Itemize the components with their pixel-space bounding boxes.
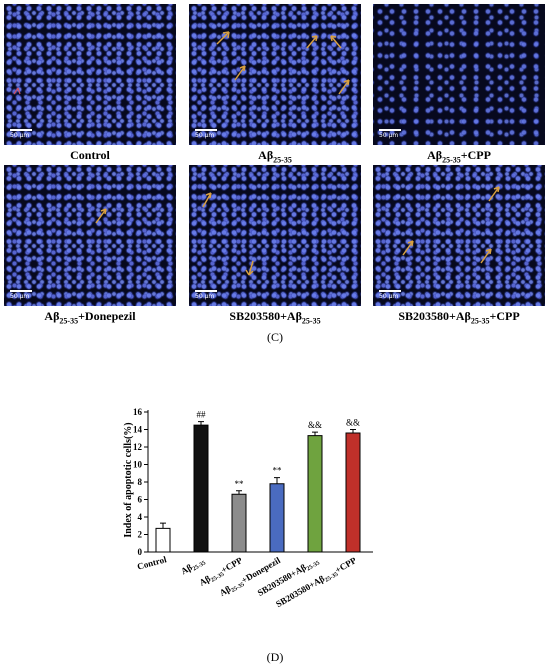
scale-bar: 50 μm xyxy=(379,290,401,300)
y-tick-label: 6 xyxy=(138,495,143,505)
y-axis-label: Index of apoptotic cells(%) xyxy=(123,422,134,537)
y-tick-label: 10 xyxy=(133,460,143,470)
y-tick-label: 0 xyxy=(138,547,143,557)
micrograph-abeta: 50 μm xyxy=(189,4,361,145)
bar xyxy=(231,493,247,553)
caption-d: (D) xyxy=(266,650,284,664)
arrow-markers xyxy=(216,31,350,95)
label-abeta-cpp: Aβ25-35+CPP xyxy=(427,148,491,165)
label-abeta: Aβ25-35 xyxy=(258,148,292,165)
scale-bar: 50 μm xyxy=(195,290,217,300)
arrow-markers xyxy=(95,208,107,224)
micrograph-control: 50 μm xyxy=(4,4,176,145)
significance-label: && xyxy=(346,418,360,428)
y-tick-label: 12 xyxy=(133,442,143,452)
bar xyxy=(193,424,209,553)
label-abeta-donepezil: Aβ25-35+Donepezil xyxy=(44,309,136,326)
label-control: Control xyxy=(70,148,110,162)
arrow-markers xyxy=(402,186,500,264)
caption-c: (C) xyxy=(267,330,283,344)
bar xyxy=(269,483,285,553)
bar-chart: 0246810121416Control##Aβ25-35**Aβ25-35+C… xyxy=(123,407,373,609)
arrow-markers xyxy=(202,192,254,276)
label-sb-abeta-cpp: SB203580+Aβ25-35+CPP xyxy=(398,309,520,326)
scale-bar: 50 μm xyxy=(10,290,32,300)
significance-label: && xyxy=(308,420,322,430)
micrograph-abeta-cpp: 50 μm xyxy=(373,4,545,145)
bar xyxy=(345,432,361,553)
y-tick-label: 2 xyxy=(138,530,143,540)
y-tick-label: 16 xyxy=(133,407,143,417)
arrow-markers xyxy=(13,87,21,95)
y-tick-label: 14 xyxy=(133,425,143,435)
significance-label: ## xyxy=(197,410,207,420)
micrograph-sb-abeta-cpp: 50 μm xyxy=(373,165,545,306)
bar xyxy=(155,527,171,553)
scale-bar: 50 μm xyxy=(10,129,32,139)
label-sb-abeta: SB203580+Aβ25-35 xyxy=(229,309,321,326)
scale-bar: 50 μm xyxy=(195,129,217,139)
significance-label: ** xyxy=(273,466,283,476)
significance-label: ** xyxy=(235,479,245,489)
scale-bar: 50 μm xyxy=(379,129,401,139)
bar xyxy=(307,435,323,553)
category-label: Aβ25-35 xyxy=(179,555,207,578)
micrograph-sb-abeta: 50 μm xyxy=(189,165,361,306)
y-tick-label: 8 xyxy=(138,477,143,487)
y-tick-label: 4 xyxy=(138,512,143,522)
micrograph-abeta-donepezil: 50 μm xyxy=(4,165,176,306)
